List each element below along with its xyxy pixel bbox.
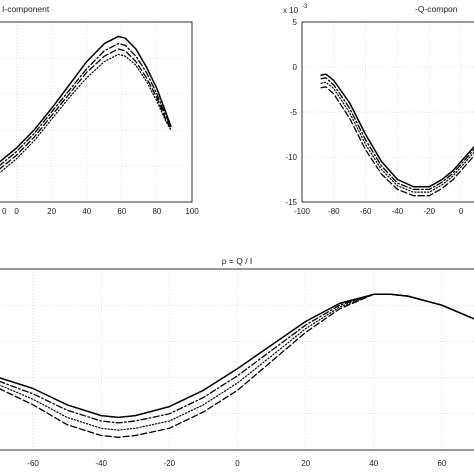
x-tick-label: 20	[47, 207, 56, 216]
x-tick-label: 80	[152, 207, 161, 216]
x-tick-label: 40	[82, 207, 91, 216]
x-tick-label: -20	[164, 459, 176, 468]
panel-rho: ρ = Q / I -60 -40 -20 0 20 40 60	[0, 256, 474, 468]
x-tick-label: 0	[2, 207, 7, 216]
panel-rho-x-ticks: -60 -40 -20 0 20 40 60	[27, 459, 447, 468]
panel-q-grid	[302, 22, 474, 202]
x-tick-label: 60	[437, 459, 446, 468]
panel-q-y-ticks: 5 0 -5 -10 -15	[285, 18, 297, 207]
x-tick-label: 100	[185, 207, 199, 216]
series-line-dotted	[0, 53, 172, 174]
panel-rho-title: ρ = Q / I	[222, 256, 253, 266]
series-line-dashed	[0, 48, 172, 170]
series-line-solid	[320, 73, 474, 188]
panel-q-scale-label: x 10	[283, 6, 299, 15]
panel-q-x-ticks: -100 -80 -60 -40 -20 0	[294, 207, 464, 216]
series-line-dashed	[0, 293, 474, 438]
panel-q-title: -Q-compon	[415, 4, 458, 14]
panel-i-x-ticks: 0 0 20 40 60 80 100	[2, 207, 199, 216]
y-tick-label: -15	[285, 198, 297, 207]
x-tick-label: -40	[392, 207, 404, 216]
y-tick-label: 5	[293, 18, 298, 27]
series-line-dotted	[320, 81, 474, 193]
series-line-dashed	[320, 86, 474, 197]
x-tick-label: -80	[328, 207, 340, 216]
panel-q-series	[320, 73, 474, 197]
series-line-dashdot	[320, 77, 474, 191]
x-tick-label: -100	[294, 207, 311, 216]
panel-q-frame	[301, 21, 474, 203]
series-line-solid	[0, 35, 172, 163]
panel-i-frame	[0, 21, 193, 203]
y-tick-label: -5	[290, 108, 298, 117]
series-line-dotted	[0, 293, 474, 431]
panel-i-series	[0, 35, 172, 174]
y-tick-label: -10	[285, 153, 297, 162]
panel-i-grid	[0, 22, 192, 202]
x-tick-label: -60	[360, 207, 372, 216]
panel-rho-grid	[0, 269, 474, 450]
x-tick-label: 0	[14, 207, 19, 216]
x-tick-label: 20	[301, 459, 310, 468]
y-tick-label: 0	[293, 63, 298, 72]
panel-i-component: I-component 0 0 20 40 60 80 100	[0, 4, 199, 216]
x-tick-label: 60	[117, 207, 126, 216]
x-tick-label: 0	[235, 459, 240, 468]
panel-rho-series	[0, 293, 474, 438]
x-tick-label: 0	[459, 207, 464, 216]
series-line-solid	[0, 293, 474, 419]
panel-q-component: x 10 -3 -Q-compon -100 -80 -60 -40 -20 0 5 0 -5…	[283, 4, 474, 216]
x-tick-label: -40	[95, 459, 107, 468]
panel-i-title: I-component	[2, 4, 50, 14]
panel-rho-frame	[0, 268, 474, 451]
panel-q-scale-exponent: -3	[302, 4, 308, 10]
x-tick-label: 40	[369, 459, 378, 468]
series-line-dashdot	[0, 42, 172, 167]
x-tick-label: -20	[423, 207, 435, 216]
x-tick-label: -60	[27, 459, 39, 468]
series-line-dashdot	[0, 293, 474, 424]
